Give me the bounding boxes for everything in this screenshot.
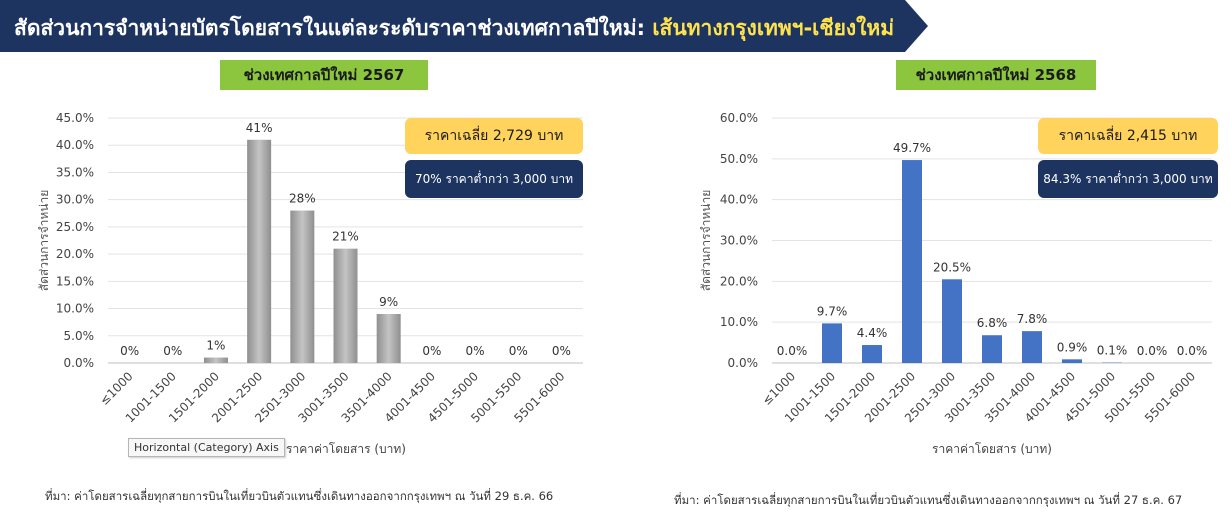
- data-label: 20.5%: [933, 260, 971, 274]
- data-label: 0%: [163, 344, 182, 358]
- bar: [862, 345, 882, 363]
- data-label: 0.0%: [1177, 344, 1208, 358]
- x-tick-label: ≤1000: [760, 369, 799, 408]
- y-tick-label: 30.0%: [56, 193, 94, 207]
- y-tick-label: 0.0%: [728, 356, 759, 370]
- y-tick-label: 40.0%: [720, 193, 758, 207]
- y-tick-label: 15.0%: [56, 274, 94, 288]
- x-axis-title: ราคาค่าโดยสาร (บาท): [932, 442, 1052, 456]
- axis-tooltip: Horizontal (Category) Axis: [128, 438, 285, 457]
- data-label: 7.8%: [1017, 312, 1048, 326]
- panel-title-2568: ช่วงเทศกาลปีใหม่ 2568: [896, 60, 1096, 90]
- source-note-2567: ที่มา: ค่าโดยสารเฉลี่ยทุกสายการบินในเที่…: [45, 489, 554, 503]
- page-title: สัดส่วนการจำหน่ายบัตรโดยสารในแต่ละระดับร…: [14, 12, 894, 45]
- average-price-badge-2568: ราคาเฉลี่ย 2,415 บาท: [1038, 118, 1218, 154]
- bar: [203, 357, 228, 363]
- y-tick-label: 40.0%: [56, 138, 94, 152]
- y-tick-label: 50.0%: [720, 152, 758, 166]
- bar: [1022, 331, 1042, 363]
- y-tick-label: 0.0%: [64, 356, 95, 370]
- data-label: 0%: [509, 344, 528, 358]
- below-3000-badge-2567: 70% ราคาต่ำกว่า 3,000 บาท: [405, 160, 583, 198]
- y-tick-label: 5.0%: [64, 329, 95, 343]
- data-label: 21%: [332, 230, 359, 244]
- bar: [822, 323, 842, 363]
- data-label: 0%: [466, 344, 485, 358]
- bar: [290, 210, 315, 363]
- data-label: 1%: [206, 339, 225, 353]
- bar: [247, 139, 272, 363]
- bar: [333, 248, 358, 363]
- data-label: 0%: [120, 344, 139, 358]
- average-price-badge-2567: ราคาเฉลี่ย 2,729 บาท: [405, 118, 583, 154]
- x-axis-title: ราคาค่าโดยสาร (บาท): [286, 442, 406, 456]
- data-label: 0%: [552, 344, 571, 358]
- data-label: 0.0%: [777, 344, 808, 358]
- y-tick-label: 30.0%: [720, 234, 758, 248]
- data-label: 49.7%: [893, 141, 931, 155]
- y-tick-label: 60.0%: [720, 111, 758, 125]
- y-tick-label: 35.0%: [56, 165, 94, 179]
- panel-title-2567: ช่วงเทศกาลปีใหม่ 2567: [220, 60, 428, 90]
- data-label: 0.0%: [1137, 344, 1168, 358]
- y-tick-label: 45.0%: [56, 111, 94, 125]
- y-tick-label: 20.0%: [720, 274, 758, 288]
- data-label: 41%: [246, 121, 273, 135]
- data-label: 0.1%: [1097, 344, 1128, 358]
- y-tick-label: 10.0%: [56, 302, 94, 316]
- data-label: 0.9%: [1057, 340, 1088, 354]
- data-label: 28%: [289, 192, 316, 206]
- title-route: เส้นทางกรุงเทพฯ-เชียงใหม่: [652, 16, 895, 40]
- data-label: 9%: [379, 295, 398, 309]
- bar: [1062, 359, 1082, 363]
- y-tick-label: 25.0%: [56, 220, 94, 234]
- y-tick-label: 20.0%: [56, 247, 94, 261]
- title-banner: [0, 0, 928, 52]
- y-tick-label: 10.0%: [720, 315, 758, 329]
- bar: [942, 279, 962, 363]
- bar: [982, 335, 1002, 363]
- data-label: 0%: [422, 344, 441, 358]
- bar: [902, 160, 922, 363]
- y-axis-title: สัดส่วนการจำหน่าย: [699, 190, 713, 291]
- data-label: 6.8%: [977, 316, 1008, 330]
- data-label: 4.4%: [857, 326, 888, 340]
- data-label: 9.7%: [817, 304, 848, 318]
- below-3000-badge-2568: 84.3% ราคาต่ำกว่า 3,000 บาท: [1038, 160, 1218, 198]
- title-main: สัดส่วนการจำหน่ายบัตรโดยสารในแต่ละระดับร…: [14, 16, 646, 40]
- bar: [376, 314, 401, 363]
- source-note-2568: ที่มา: ค่าโดยสารเฉลี่ยทุกสายการบินในเที่…: [674, 493, 1183, 507]
- y-axis-title: สัดส่วนการจำหน่าย: [37, 190, 51, 291]
